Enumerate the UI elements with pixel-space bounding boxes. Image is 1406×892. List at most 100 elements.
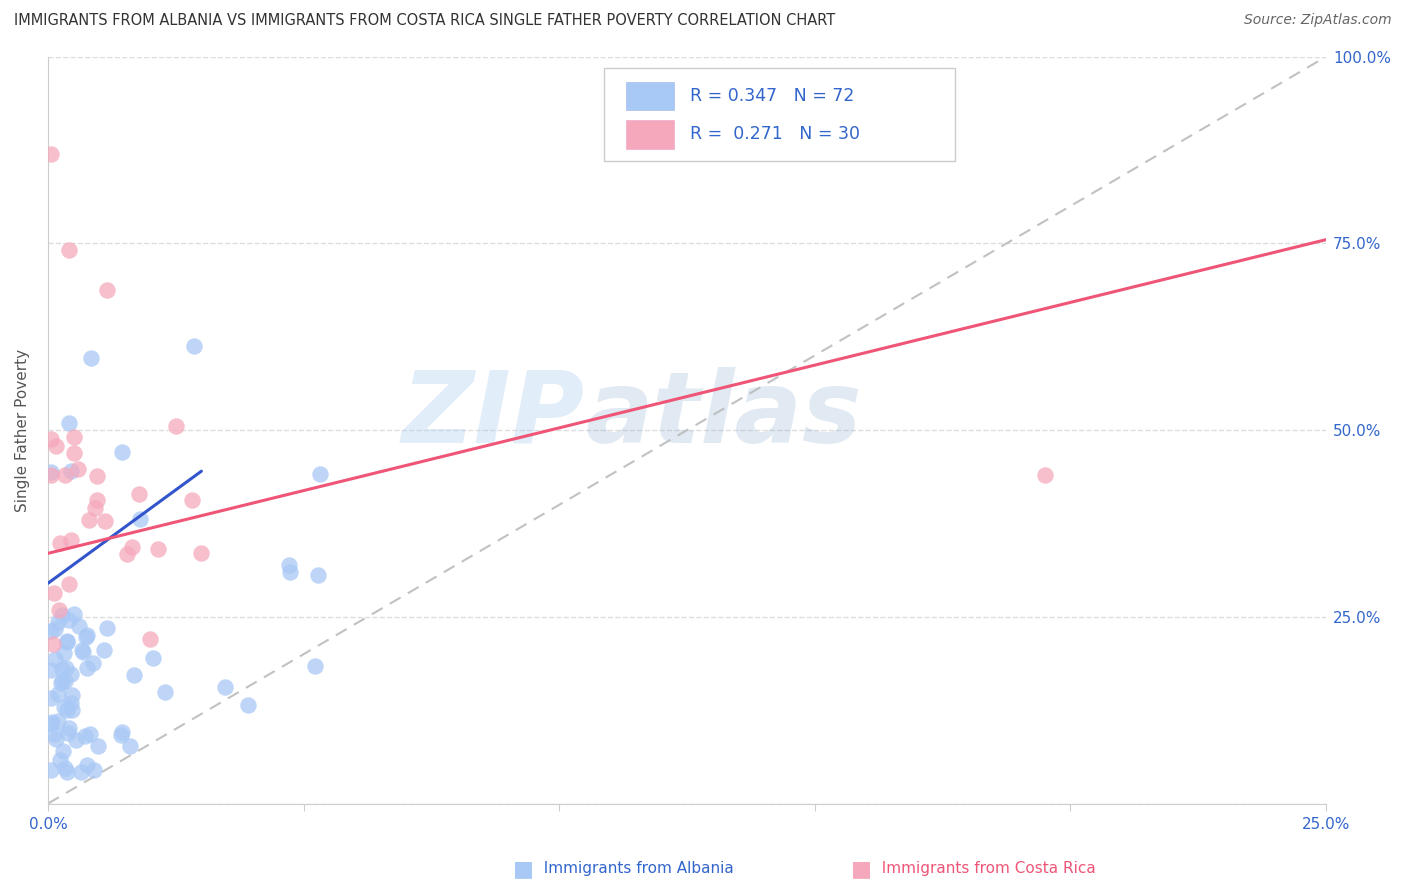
Point <box>55 661 77 675</box>
Text: Immigrants from Costa Rica: Immigrants from Costa Rica <box>872 862 1095 876</box>
Point <box>39 432 62 446</box>
Point <box>39 465 62 479</box>
Point <box>44 622 66 636</box>
Point <box>115 547 138 561</box>
Point <box>48 714 70 728</box>
Text: atlas: atlas <box>585 367 862 464</box>
Point <box>70 765 93 780</box>
Point <box>67 618 90 632</box>
Point <box>165 419 187 434</box>
Point <box>238 698 260 712</box>
Point <box>63 607 86 621</box>
Point <box>280 566 302 580</box>
FancyBboxPatch shape <box>626 120 675 149</box>
Point <box>86 469 108 483</box>
Point <box>55 634 77 648</box>
Point <box>76 661 98 675</box>
Point <box>58 613 80 627</box>
Text: Source: ZipAtlas.com: Source: ZipAtlas.com <box>1244 13 1392 28</box>
FancyBboxPatch shape <box>626 82 675 111</box>
Point <box>110 445 132 459</box>
Point <box>76 757 98 772</box>
Point <box>39 147 62 161</box>
Point <box>46 687 69 701</box>
Point <box>53 646 76 660</box>
Point <box>120 739 142 754</box>
Point <box>82 656 104 670</box>
Point <box>79 727 101 741</box>
Point <box>190 546 212 560</box>
Point <box>39 691 62 706</box>
Point <box>86 492 108 507</box>
Point <box>83 763 105 777</box>
FancyBboxPatch shape <box>605 68 956 161</box>
Point <box>121 540 143 554</box>
Point <box>51 662 73 676</box>
Point <box>56 635 79 649</box>
Point <box>45 439 67 453</box>
Point <box>129 512 152 526</box>
Text: ZIP: ZIP <box>402 367 585 464</box>
Point <box>63 430 86 444</box>
Point <box>39 763 62 777</box>
Point <box>51 607 73 622</box>
Point <box>77 513 100 527</box>
Point <box>66 462 89 476</box>
Point <box>53 761 76 775</box>
Point <box>65 733 87 747</box>
Point <box>73 729 96 743</box>
Point <box>58 576 80 591</box>
Point <box>39 624 62 639</box>
Point <box>39 468 62 483</box>
Point <box>51 675 73 690</box>
Point <box>79 351 101 366</box>
Point <box>45 731 67 746</box>
Point <box>60 703 83 717</box>
Point <box>59 666 82 681</box>
Point <box>51 673 73 688</box>
Point <box>46 615 69 629</box>
Text: R =  0.271   N = 30: R = 0.271 N = 30 <box>689 126 859 144</box>
Point <box>142 651 165 665</box>
Point <box>39 663 62 677</box>
Point <box>138 632 160 647</box>
Text: IMMIGRANTS FROM ALBANIA VS IMMIGRANTS FROM COSTA RICA SINGLE FATHER POVERTY CORR: IMMIGRANTS FROM ALBANIA VS IMMIGRANTS FR… <box>14 13 835 29</box>
Point <box>84 501 107 516</box>
Point <box>96 283 118 297</box>
Point <box>111 724 134 739</box>
Point <box>39 717 62 731</box>
Point <box>59 464 82 478</box>
Point <box>58 721 80 735</box>
Point <box>110 728 132 742</box>
Point <box>307 567 329 582</box>
Point <box>94 514 117 528</box>
Point <box>309 467 332 481</box>
Point <box>59 696 82 710</box>
Point <box>56 765 79 780</box>
Point <box>49 535 72 549</box>
Point <box>87 739 110 754</box>
Text: Immigrants from Albania: Immigrants from Albania <box>534 862 734 876</box>
Point <box>96 621 118 635</box>
Point <box>41 714 63 729</box>
Point <box>42 586 65 600</box>
Point <box>60 533 83 547</box>
Point <box>72 645 94 659</box>
Point <box>53 674 76 689</box>
Point <box>75 630 97 644</box>
Point <box>62 688 84 702</box>
Text: R = 0.347   N = 72: R = 0.347 N = 72 <box>689 87 853 105</box>
Point <box>53 468 76 483</box>
Point <box>58 417 80 431</box>
Point <box>56 726 79 740</box>
Point <box>58 243 80 257</box>
Point <box>183 339 205 353</box>
Point <box>128 487 150 501</box>
Point <box>70 642 93 657</box>
Point <box>180 492 202 507</box>
Point <box>44 727 66 741</box>
Point <box>53 700 76 714</box>
Point <box>122 668 145 682</box>
Point <box>153 685 176 699</box>
Point <box>48 753 70 767</box>
